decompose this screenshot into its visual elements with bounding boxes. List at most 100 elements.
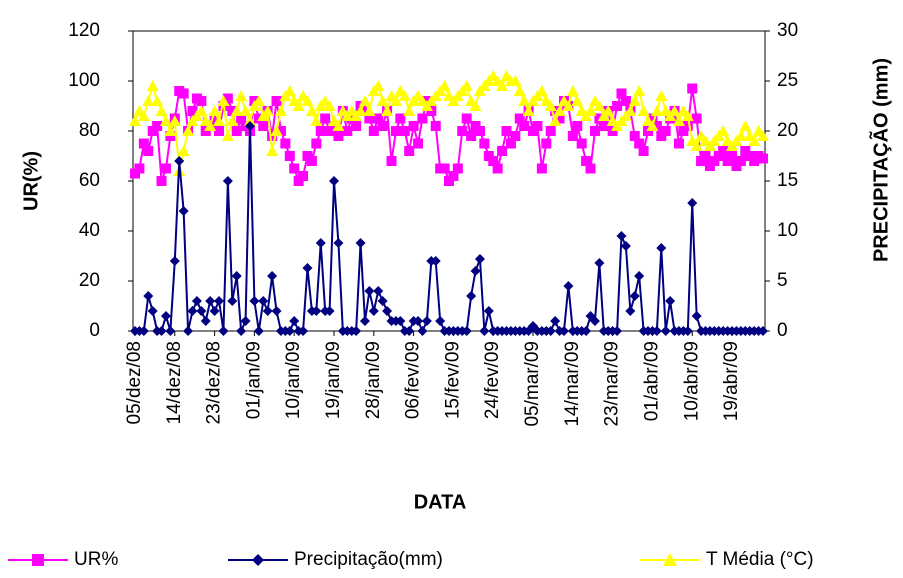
- y2-tick-label: 25: [777, 70, 798, 91]
- data-point: [386, 156, 397, 166]
- data-point: [191, 296, 202, 306]
- data-point: [563, 281, 574, 291]
- data-point: [501, 126, 512, 136]
- data-point: [182, 125, 195, 136]
- data-point: [439, 163, 450, 174]
- data-point: [236, 113, 247, 124]
- data-point: [417, 326, 428, 336]
- legend-marker: [663, 553, 677, 566]
- y2-tick-label: 15: [777, 170, 798, 191]
- y2-axis-title: PRECIPITAÇÃO (mm): [869, 58, 892, 262]
- data-point: [235, 90, 248, 101]
- data-point: [690, 140, 703, 151]
- data-point: [138, 326, 149, 336]
- data-point: [672, 115, 685, 126]
- legend-marker: [252, 554, 264, 566]
- data-point: [274, 105, 287, 116]
- data-point: [258, 121, 269, 131]
- data-point: [142, 95, 155, 106]
- data-point: [231, 126, 242, 136]
- data-point: [479, 138, 490, 149]
- data-point: [214, 126, 225, 136]
- y2-tick-label: 5: [777, 270, 788, 291]
- data-point: [155, 105, 168, 116]
- data-point: [602, 105, 615, 116]
- data-point: [329, 176, 340, 186]
- data-point: [700, 151, 711, 161]
- data-point: [227, 296, 238, 306]
- data-point: [160, 311, 171, 321]
- data-point: [510, 131, 521, 141]
- data-point: [479, 326, 490, 336]
- data-point: [584, 105, 597, 116]
- data-point: [421, 316, 432, 326]
- data-point: [430, 121, 441, 131]
- data-point: [243, 115, 256, 126]
- data-point: [687, 83, 698, 94]
- x-tick-label: 10/abr/09: [681, 341, 702, 421]
- data-point: [727, 151, 738, 161]
- data-point: [734, 130, 747, 141]
- data-point: [306, 156, 317, 166]
- data-point: [315, 126, 326, 136]
- x-tick-label: 15/fev/09: [442, 341, 463, 419]
- data-point: [395, 113, 406, 124]
- x-tick-label: 05/dez/08: [124, 341, 145, 424]
- data-point: [483, 306, 494, 316]
- data-point: [633, 85, 646, 96]
- data-point: [230, 105, 243, 116]
- data-point: [358, 95, 371, 106]
- data-point: [169, 256, 180, 266]
- legend-label: Precipitação(mm): [294, 549, 443, 570]
- data-point: [550, 316, 561, 326]
- data-point: [395, 316, 406, 326]
- data-point: [382, 306, 393, 316]
- data-point: [687, 198, 698, 208]
- x-tick-label: 19/abr/09: [721, 341, 742, 421]
- data-point: [739, 120, 752, 131]
- data-point: [629, 291, 640, 301]
- data-point: [549, 115, 562, 126]
- data-point: [253, 326, 264, 336]
- x-tick-label: 19/jan/09: [323, 341, 344, 419]
- data-point: [351, 326, 362, 336]
- data-point: [655, 90, 668, 101]
- data-point: [320, 113, 331, 124]
- data-point: [147, 306, 158, 316]
- data-point: [562, 100, 575, 111]
- data-point: [620, 241, 631, 251]
- data-point: [311, 138, 322, 149]
- data-point: [646, 120, 659, 131]
- data-point: [438, 80, 451, 91]
- data-point: [522, 105, 535, 116]
- data-point: [209, 306, 220, 316]
- data-point: [134, 163, 145, 174]
- data-point: [681, 110, 694, 121]
- data-point: [589, 316, 600, 326]
- x-tick-label: 14/dez/08: [164, 341, 185, 424]
- data-point: [368, 306, 379, 316]
- data-point: [448, 171, 459, 181]
- y2-tick-label: 0: [777, 320, 788, 341]
- data-point: [315, 238, 326, 248]
- data-point: [404, 146, 415, 156]
- x-tick-label: 24/fev/09: [482, 341, 503, 419]
- x-tick-label: 01/jan/09: [243, 341, 264, 419]
- data-point: [634, 138, 645, 149]
- data-point: [209, 113, 220, 124]
- data-point: [376, 95, 389, 106]
- data-point: [629, 131, 640, 141]
- data-point: [359, 106, 370, 116]
- data-point: [735, 156, 746, 166]
- data-point: [647, 113, 658, 124]
- data-point: [351, 121, 362, 131]
- data-point: [403, 105, 416, 116]
- data-point: [757, 130, 769, 141]
- data-point: [514, 113, 525, 124]
- y2-tick-label: 30: [777, 20, 798, 41]
- data-point: [284, 151, 295, 161]
- data-point: [509, 75, 522, 86]
- data-point: [474, 254, 485, 264]
- data-point: [187, 306, 198, 316]
- x-tick-label: 23/mar/09: [602, 341, 623, 427]
